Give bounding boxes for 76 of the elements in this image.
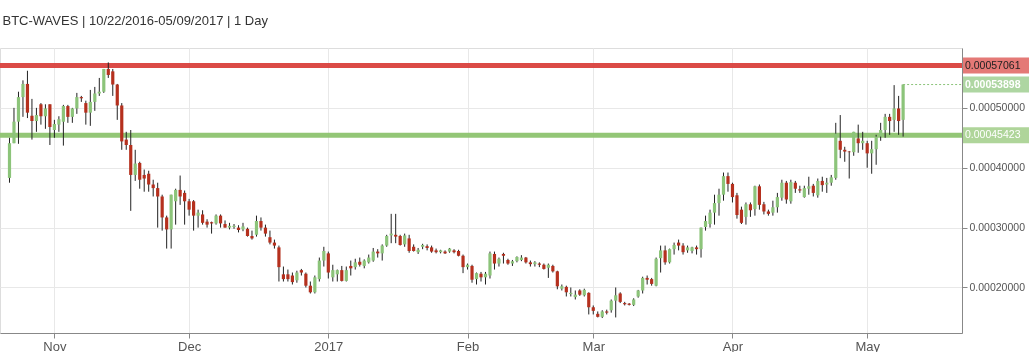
candlestick [147, 170, 151, 193]
candlestick [192, 199, 196, 232]
candlestick [250, 230, 254, 241]
candlestick [30, 98, 34, 141]
candlestick [757, 184, 762, 211]
candlestick [133, 149, 137, 182]
x-tick-label: Feb [456, 338, 480, 352]
candlestick [174, 188, 178, 226]
candlestick [659, 245, 663, 274]
candlestick [322, 246, 326, 268]
candlestick [888, 113, 892, 136]
y-tick-label: 0.00040000 [969, 161, 1026, 174]
x-tick-label: Mar [582, 338, 606, 352]
candlestick [286, 269, 290, 283]
ref-line-label: 0.00045423 [965, 128, 1021, 141]
candlestick [614, 287, 618, 318]
candlestick [223, 219, 227, 229]
candlestick [277, 245, 281, 283]
candlestick [452, 248, 456, 254]
y-tick-label: 0.00050000 [969, 101, 1026, 114]
candlestick [21, 79, 25, 118]
candlestick [461, 254, 465, 274]
x-tick-label: 2017 [314, 338, 344, 352]
candlestick [317, 257, 321, 283]
candlestick [479, 271, 483, 283]
x-tick-label: Dec [178, 338, 202, 352]
chart-title: BTC-WAVES | 10/22/2016-05/09/2017 | 1 Day [2, 13, 269, 28]
candlestick [268, 230, 272, 245]
candlestick [241, 222, 245, 232]
candlestick [717, 188, 721, 217]
x-tick-label: Nov [43, 338, 67, 352]
candlestick [326, 251, 330, 280]
candlestick [196, 209, 200, 229]
candlestick [681, 242, 685, 256]
candlestick [816, 178, 820, 199]
candlestick [789, 179, 793, 205]
candlestick [205, 218, 209, 229]
candlestick [663, 245, 667, 266]
candlestick [672, 242, 676, 256]
candlestick [699, 227, 703, 259]
candlestick [425, 243, 429, 251]
candlestick [48, 103, 52, 146]
candlestick [138, 161, 142, 190]
candlestick [254, 215, 259, 238]
candlestick [856, 124, 860, 154]
annotation: 0.00053898 [965, 77, 1021, 90]
candlestick [160, 194, 164, 232]
candlestick [488, 251, 492, 280]
candlestick [187, 198, 191, 217]
candlestick [84, 100, 88, 126]
candlestick [897, 95, 901, 136]
candlestick [88, 89, 92, 127]
candlestick [232, 223, 236, 230]
candlestick [771, 200, 775, 217]
candlestick [394, 213, 398, 244]
candlestick [165, 215, 169, 250]
y-tick-label: 0.00030000 [969, 221, 1026, 234]
candlestick [43, 103, 48, 130]
candlestick [259, 216, 263, 232]
candlestick [75, 92, 79, 115]
candlestick [111, 68, 115, 97]
candlestick [721, 172, 726, 202]
candlestick [870, 140, 874, 175]
candlestick [838, 114, 842, 159]
candlestick [753, 185, 757, 217]
candlestick [744, 201, 748, 226]
y-tick-label: 0.00020000 [969, 281, 1026, 293]
candlestick [712, 194, 717, 226]
candlestick [587, 291, 591, 315]
candlestick [726, 172, 730, 193]
candlestick [142, 169, 146, 193]
candlestick [533, 260, 537, 268]
candlestick [39, 102, 43, 126]
candlestick [115, 83, 119, 121]
ref-line-label: 0.00057061 [965, 58, 1021, 71]
candlestick [865, 140, 869, 169]
